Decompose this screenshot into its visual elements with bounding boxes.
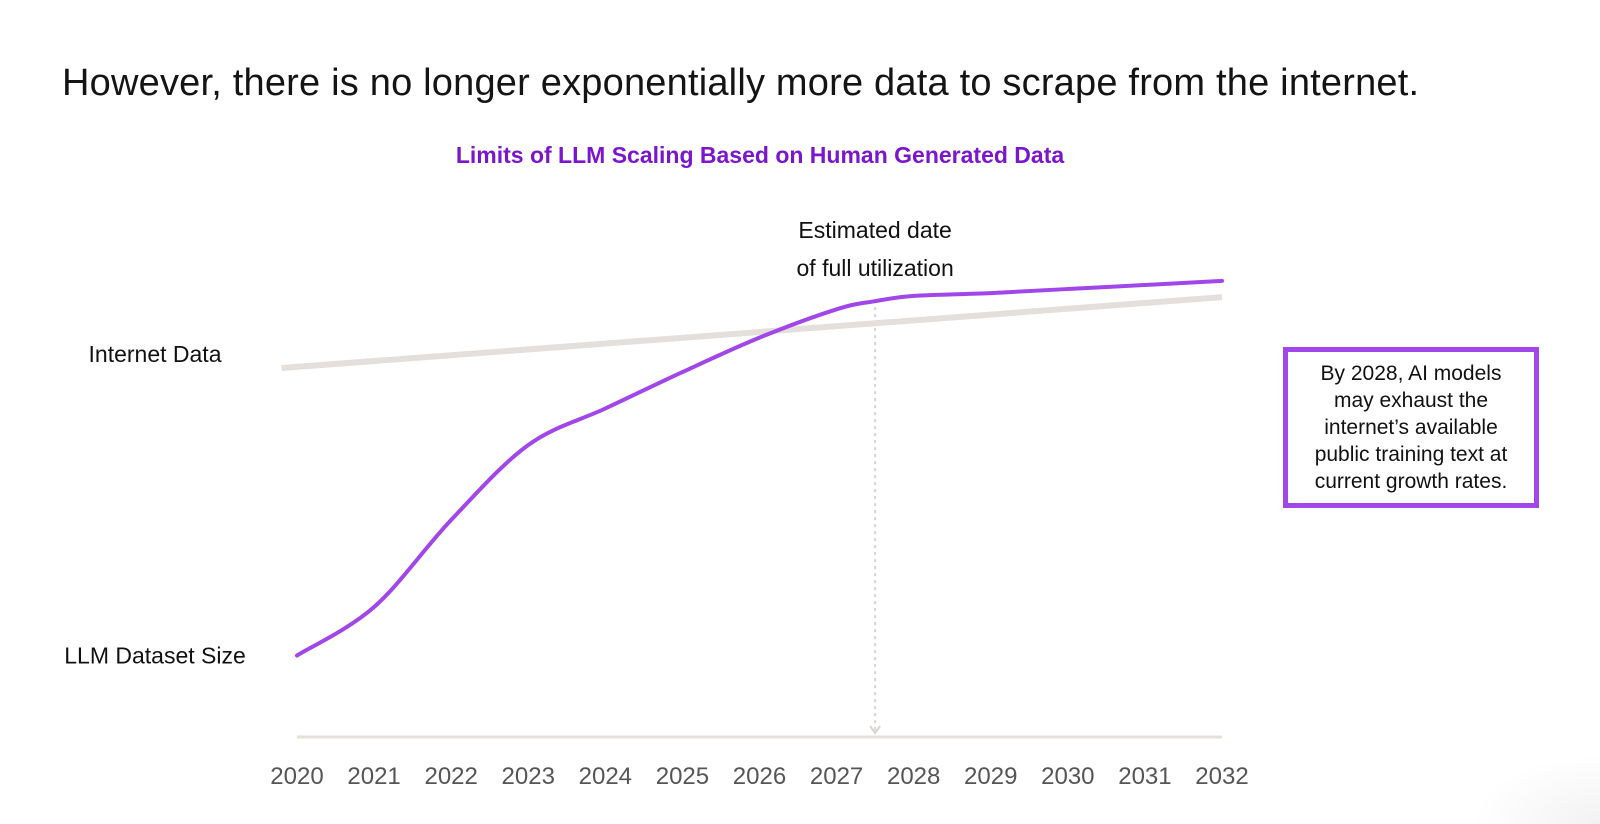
estimated-date-annotation-line: of full utilization xyxy=(797,255,954,281)
x-tick-label: 2020 xyxy=(270,763,323,790)
x-tick-label: 2031 xyxy=(1118,763,1171,790)
x-tick-label: 2024 xyxy=(579,763,632,790)
series-label-internet-data: Internet Data xyxy=(89,341,222,367)
estimated-date-marker-arrow xyxy=(869,725,881,735)
x-tick-label: 2021 xyxy=(347,763,400,790)
x-tick-label: 2027 xyxy=(810,763,863,790)
x-tick-label: 2030 xyxy=(1041,763,1094,790)
x-tick-label: 2022 xyxy=(424,763,477,790)
estimated-date-annotation-line: Estimated date xyxy=(798,217,951,243)
x-tick-label: 2029 xyxy=(964,763,1017,790)
series-line-internet-data xyxy=(281,294,1223,371)
x-tick-label: 2032 xyxy=(1195,763,1248,790)
slide-heading: However, there is no longer exponentiall… xyxy=(62,62,1420,104)
callout-box: By 2028, AI models may exhaust the inter… xyxy=(1283,347,1539,508)
x-tick-label: 2025 xyxy=(656,763,709,790)
series-label-llm-dataset-size: LLM Dataset Size xyxy=(64,643,246,669)
x-tick-label: 2026 xyxy=(733,763,786,790)
x-tick-label: 2023 xyxy=(502,763,555,790)
chart-title: Limits of LLM Scaling Based on Human Gen… xyxy=(456,142,1065,168)
callout-text: By 2028, AI models may exhaust the inter… xyxy=(1314,362,1508,493)
x-tick-label: 2028 xyxy=(887,763,940,790)
series-line-llm-dataset-size xyxy=(295,278,1224,658)
